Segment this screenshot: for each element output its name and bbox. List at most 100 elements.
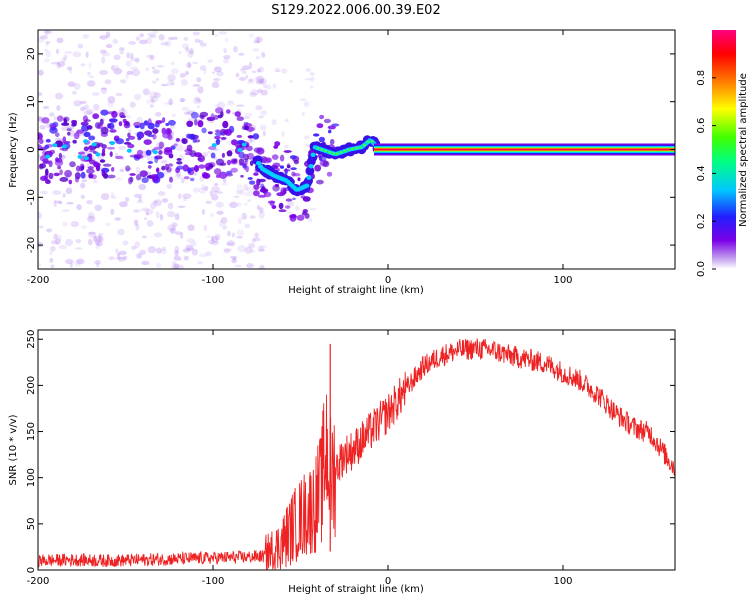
band-blob xyxy=(214,135,221,140)
noise-blob xyxy=(153,200,159,204)
noise-blob xyxy=(95,245,100,249)
band-blob xyxy=(59,169,63,176)
noise-blob xyxy=(117,256,126,262)
noise-blob xyxy=(185,46,190,53)
noise-blob xyxy=(185,62,192,68)
band-blob xyxy=(184,152,193,156)
band-blob xyxy=(76,129,85,134)
track-core-hot xyxy=(370,140,374,143)
y-tick-label: 0 xyxy=(26,146,37,152)
noise-blob xyxy=(223,48,227,54)
noise-blob xyxy=(65,238,74,247)
track-core-hot xyxy=(331,152,335,155)
noise-blob xyxy=(265,84,272,90)
hot-spot xyxy=(84,156,89,161)
noise-blob xyxy=(110,192,115,198)
noise-blob xyxy=(114,217,121,221)
band-blob xyxy=(284,205,291,209)
band-blob xyxy=(145,149,152,156)
noise-blob xyxy=(61,56,66,64)
band-blob xyxy=(89,149,96,153)
hot-spot xyxy=(126,148,132,153)
noise-blob xyxy=(136,116,143,123)
noise-blob xyxy=(211,81,220,89)
band-blob xyxy=(194,118,198,126)
band-blob xyxy=(99,159,106,163)
band-blob xyxy=(143,139,152,146)
snr-panel: -200 -100 0 100 0 50 100 150 200 250 Height of s… xyxy=(8,329,676,595)
band-blob xyxy=(141,177,149,184)
noise-blob xyxy=(95,262,100,268)
noise-blob xyxy=(227,100,234,103)
noise-blob xyxy=(185,244,194,251)
noise-blob xyxy=(171,261,177,265)
noise-blob xyxy=(259,124,267,131)
noise-blob xyxy=(226,140,232,146)
noise-blob xyxy=(257,245,265,252)
noise-blob xyxy=(65,187,73,195)
band-blob xyxy=(213,168,222,175)
noise-blob xyxy=(245,74,249,79)
band-blob xyxy=(45,138,51,143)
track-core-hot xyxy=(358,146,362,149)
band-blob xyxy=(109,151,113,158)
band-blob xyxy=(296,214,305,221)
band-blob xyxy=(183,176,190,180)
noise-blob xyxy=(236,184,244,189)
band-blob xyxy=(62,147,68,152)
noise-blob xyxy=(44,30,52,34)
band-blob xyxy=(189,150,197,158)
noise-blob xyxy=(81,179,88,183)
band-blob xyxy=(72,139,77,144)
noise-blob xyxy=(133,209,139,213)
noise-blob xyxy=(206,150,213,154)
noise-blob xyxy=(173,255,181,261)
noise-blob xyxy=(112,64,120,71)
band-blob xyxy=(144,130,153,136)
noise-blob xyxy=(194,38,200,44)
noise-blob xyxy=(235,89,244,95)
noise-blob xyxy=(56,105,61,111)
noise-blob xyxy=(255,56,261,60)
noise-blob xyxy=(242,116,250,119)
noise-blob xyxy=(92,179,98,184)
noise-blob xyxy=(196,77,202,83)
noise-blob xyxy=(131,69,141,77)
noise-blob xyxy=(289,202,295,207)
noise-blob xyxy=(40,35,48,40)
band-blob xyxy=(95,164,101,172)
noise-blob xyxy=(154,112,162,117)
noise-blob xyxy=(142,235,147,239)
noise-blob xyxy=(211,235,215,242)
noise-blob xyxy=(134,219,138,226)
track-core-hot xyxy=(328,151,332,154)
band-blob xyxy=(318,136,325,143)
noise-blob xyxy=(101,52,111,57)
noise-blob xyxy=(272,83,277,89)
band-blob xyxy=(278,202,284,210)
noise-blob xyxy=(242,186,249,191)
noise-blob xyxy=(248,243,256,249)
band-blob xyxy=(323,118,331,124)
noise-blob xyxy=(275,69,281,73)
snr-series xyxy=(38,338,675,570)
band-blob xyxy=(133,121,142,127)
band-blob xyxy=(221,152,225,158)
noise-blob xyxy=(263,84,267,89)
band-blob xyxy=(158,150,163,155)
band-blob xyxy=(140,132,144,138)
noise-blob xyxy=(241,212,247,220)
noise-blob xyxy=(180,232,184,239)
band-blob xyxy=(238,158,245,165)
noise-blob xyxy=(211,194,219,201)
noise-blob xyxy=(83,110,93,115)
band-blob xyxy=(278,209,287,213)
noise-blob xyxy=(94,204,103,211)
noise-blob xyxy=(87,215,96,223)
noise-blob xyxy=(213,33,219,38)
noise-blob xyxy=(132,209,142,213)
band-blob xyxy=(143,120,149,126)
noise-blob xyxy=(38,116,42,121)
hot-spot xyxy=(77,154,83,159)
noise-blob xyxy=(160,159,168,164)
